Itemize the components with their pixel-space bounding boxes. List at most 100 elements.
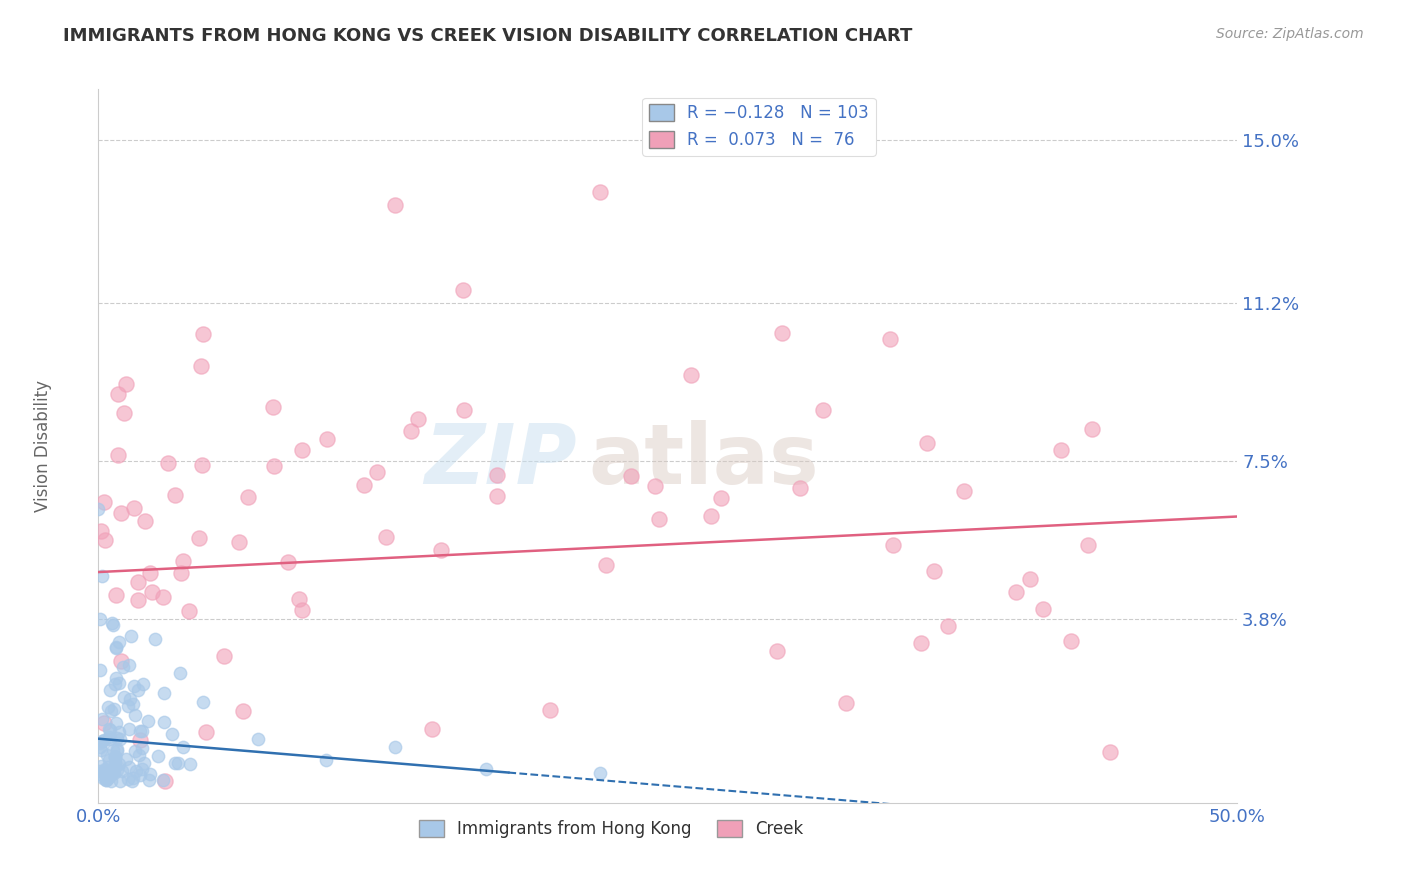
Point [89,739,111,754]
Point [121,773,143,788]
Point [103,702,125,716]
Point [104,640,127,655]
Point [97,760,120,774]
Point [485,467,508,482]
Point [406,412,429,426]
Point [191,695,214,709]
Point [238,490,260,504]
Point [96,771,118,785]
Point [94,533,117,548]
Point [882,538,904,552]
Point [90,743,112,757]
Point [117,658,139,673]
Point [420,722,443,736]
Point [187,532,209,546]
Point [1050,442,1073,457]
Point [105,716,128,731]
Point [101,765,124,780]
Point [879,332,901,346]
Point [91,733,114,747]
Point [108,774,131,789]
Point [766,644,789,658]
Point [111,764,134,779]
Point [127,682,149,697]
Point [134,514,156,528]
Point [160,727,183,741]
Point [1098,745,1121,759]
Point [451,283,474,297]
Point [146,748,169,763]
Point [107,387,129,401]
Point [122,771,145,785]
Point [125,764,148,779]
Point [89,767,111,781]
Point [120,629,142,643]
Point [96,747,118,762]
Point [232,705,254,719]
Point [1077,538,1099,552]
Point [101,763,124,777]
Point [922,564,945,578]
Point [246,731,269,746]
Point [107,635,129,649]
Point [90,524,112,539]
Point [288,592,311,607]
Point [384,740,406,755]
Point [163,488,186,502]
Point [315,753,337,767]
Point [100,723,122,737]
Point [770,326,793,340]
Point [97,700,120,714]
Point [163,756,186,771]
Point [127,574,149,589]
Point [1004,585,1026,599]
Point [191,458,214,472]
Point [104,749,127,764]
Point [679,368,702,383]
Point [588,765,610,780]
Point [96,772,118,787]
Point [134,756,156,770]
Point [153,774,176,789]
Point [91,771,114,785]
Point [91,713,114,727]
Point [118,692,141,706]
Point [291,603,314,617]
Point [107,675,129,690]
Point [101,617,124,632]
Point [152,590,174,604]
Point [138,772,160,787]
Point [100,774,122,789]
Point [98,682,121,697]
Point [104,760,127,774]
Point [104,749,127,764]
Point [179,756,201,771]
Point [108,732,131,747]
Point [169,666,191,681]
Point [94,766,117,780]
Point [118,760,141,774]
Point [131,741,153,756]
Point [105,764,128,778]
Point [94,773,117,788]
Point [166,756,188,771]
Point [263,458,285,473]
Point [124,708,146,723]
Point [195,724,218,739]
Point [93,762,115,776]
Point [104,750,127,764]
Point [453,402,475,417]
Point [89,612,111,626]
Point [538,703,561,717]
Point [87,764,110,778]
Text: Source: ZipAtlas.com: Source: ZipAtlas.com [1216,27,1364,41]
Point [915,435,938,450]
Point [179,604,201,618]
Point [139,767,162,781]
Point [262,401,284,415]
Point [153,714,176,729]
Point [384,197,406,211]
Point [145,632,167,647]
Point [375,530,398,544]
Point [132,676,155,690]
